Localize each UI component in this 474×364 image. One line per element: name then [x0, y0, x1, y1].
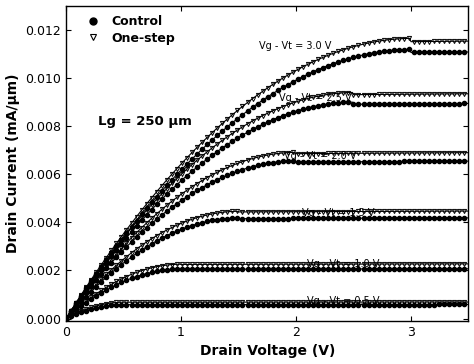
Text: Vg - Vt = 2.5 V: Vg - Vt = 2.5 V — [279, 93, 351, 103]
Text: Vg - Vt = 0.5 V: Vg - Vt = 0.5 V — [308, 296, 380, 305]
Text: Vg - Vt = 3.0 V: Vg - Vt = 3.0 V — [259, 41, 331, 51]
Text: Vg - Vt = 1.5 V: Vg - Vt = 1.5 V — [302, 207, 374, 218]
Text: Lg = 250 μm: Lg = 250 μm — [98, 115, 192, 128]
X-axis label: Drain Voltage (V): Drain Voltage (V) — [200, 344, 335, 359]
Legend: Control, One-step: Control, One-step — [80, 15, 175, 45]
Text: Vg - Vt = 1.0 V: Vg - Vt = 1.0 V — [308, 259, 380, 269]
Text: Vg - Vt = 2.0 V: Vg - Vt = 2.0 V — [284, 151, 357, 161]
Y-axis label: Drain Current (mA/μm): Drain Current (mA/μm) — [6, 74, 19, 253]
